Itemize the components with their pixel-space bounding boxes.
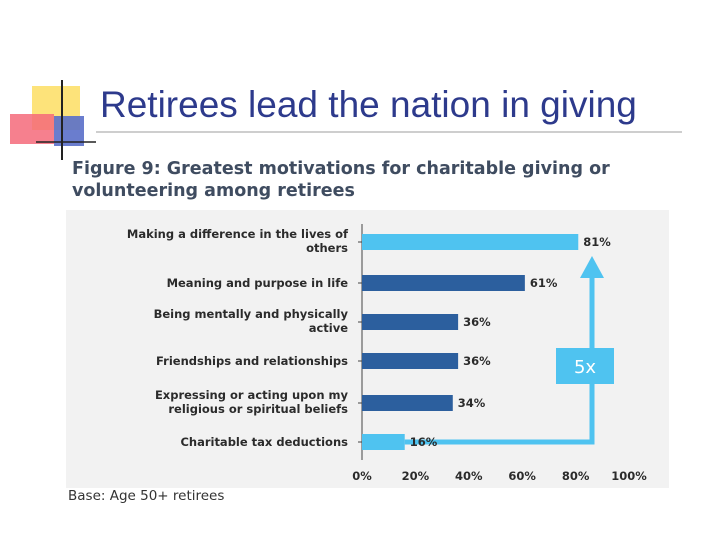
category-label-4-line-0: Expressing or acting upon my [155, 388, 349, 402]
value-label-5: 16% [410, 435, 438, 449]
deco-red-bar [10, 114, 54, 144]
base-note: Base: Age 50+ retirees [68, 488, 225, 504]
deco-blue-square [54, 116, 84, 146]
value-label-4: 34% [458, 396, 486, 410]
x-tick-label-2: 40% [455, 469, 483, 483]
value-label-3: 36% [463, 354, 491, 368]
x-tick-label-0: 0% [352, 469, 372, 483]
category-label-4-line-1: religious or spiritual beliefs [168, 402, 348, 416]
slide-title: Retirees lead the nation in giving [100, 84, 637, 125]
category-label-3: Friendships and relationships [156, 354, 348, 368]
category-label-1: Meaning and purpose in life [167, 276, 349, 290]
category-label-2-line-0: Being mentally and physically [154, 307, 349, 321]
bar-0 [362, 234, 579, 250]
value-label-1: 61% [530, 276, 558, 290]
bar-3 [362, 353, 459, 369]
value-label-0: 81% [583, 235, 611, 249]
callout-box [556, 348, 614, 384]
callout-arrow-head [580, 256, 604, 278]
x-tick-label-3: 60% [508, 469, 536, 483]
x-tick-label-4: 80% [562, 469, 590, 483]
category-label-0-line-1: others [306, 241, 348, 255]
category-label-2-line-1: active [309, 321, 349, 335]
category-label-0-line-0: Making a difference in the lives of [127, 227, 349, 241]
category-label-5: Charitable tax deductions [180, 435, 348, 449]
figure-title: Figure 9: Greatest motivations for chari… [72, 159, 610, 201]
title-decoration [10, 80, 682, 160]
x-tick-label-5: 100% [611, 469, 647, 483]
bar-1 [362, 275, 525, 291]
bar-4 [362, 395, 453, 411]
x-tick-label-1: 20% [402, 469, 430, 483]
value-label-2: 36% [463, 315, 491, 329]
callout-arrow-line [404, 276, 595, 445]
callout-label: 5x [574, 357, 596, 378]
bar-5 [362, 434, 405, 450]
bar-2 [362, 314, 459, 330]
